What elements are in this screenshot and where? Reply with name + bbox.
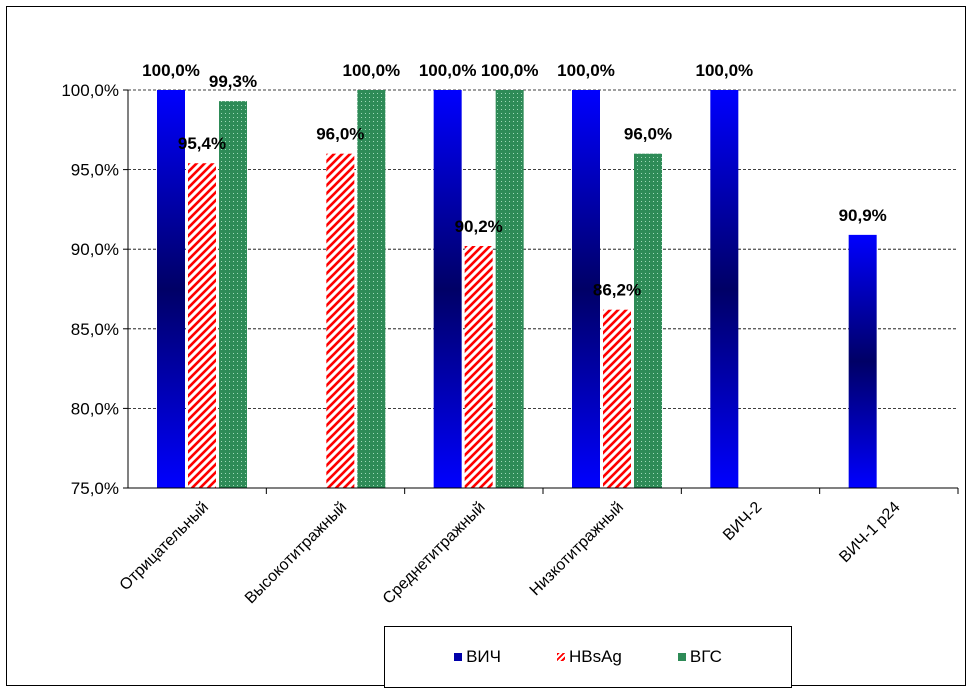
- data-label-vgs: 100,0%: [481, 61, 539, 80]
- legend-label-vich: ВИЧ: [466, 647, 501, 666]
- bar-vgs: [495, 90, 524, 488]
- x-tick-label: Высокотитражный: [242, 499, 350, 607]
- data-label-vich: 90,9%: [839, 206, 887, 225]
- x-tick-label: Среднетитражный: [380, 499, 489, 608]
- y-tick-label: 100,0%: [61, 81, 119, 100]
- data-label-vich: 100,0%: [695, 61, 753, 80]
- data-label-hbsag: 96,0%: [316, 125, 364, 144]
- chart-legend: ВИЧ HBsAg ВГС: [384, 626, 792, 688]
- data-label-vich: 100,0%: [142, 61, 200, 80]
- data-label-hbsag: 86,2%: [593, 281, 641, 300]
- data-label-vgs: 100,0%: [342, 61, 400, 80]
- bar-vich: [433, 90, 462, 488]
- data-label-hbsag: 90,2%: [455, 217, 503, 236]
- bar-hbsag: [188, 163, 216, 488]
- legend-label-hbsag: HBsAg: [568, 647, 622, 666]
- legend-key-vgs: [677, 653, 686, 661]
- x-tick-label: ВИЧ-2: [720, 499, 765, 544]
- y-tick-label: 85,0%: [71, 320, 119, 339]
- legend-label-vgs: ВГС: [689, 647, 722, 666]
- bar-vich: [157, 90, 185, 488]
- data-label-vgs: 99,3%: [209, 72, 257, 91]
- y-tick-label: 80,0%: [71, 399, 119, 418]
- legend-item-vgs: ВГС: [677, 647, 722, 667]
- y-tick-label: 95,0%: [71, 161, 119, 180]
- bar-vich: [572, 90, 600, 488]
- x-tick-label: ВИЧ-1 p24: [836, 499, 903, 566]
- legend-item-vich: ВИЧ: [454, 647, 501, 667]
- bar-vgs: [219, 101, 247, 489]
- x-tick-label: Отрицательный: [117, 499, 212, 594]
- x-tick-label: Низкотитражный: [527, 499, 627, 599]
- bar-vich: [710, 90, 739, 488]
- legend-item-hbsag: HBsAg: [556, 647, 622, 667]
- bar-vich: [848, 234, 877, 488]
- bar-vgs: [357, 90, 386, 488]
- data-label-vich: 100,0%: [557, 61, 615, 80]
- legend-key-vich: [454, 653, 463, 661]
- y-tick-label: 90,0%: [71, 240, 119, 259]
- legend-key-hbsag: [556, 653, 565, 661]
- bar-vgs: [634, 153, 662, 488]
- bar-hbsag: [326, 153, 355, 488]
- y-tick-label: 75,0%: [71, 479, 119, 498]
- data-label-hbsag: 95,4%: [178, 134, 226, 153]
- data-label-vgs: 96,0%: [624, 125, 672, 144]
- bar-hbsag: [603, 309, 631, 488]
- data-label-vich: 100,0%: [419, 61, 477, 80]
- bar-hbsag: [464, 246, 493, 488]
